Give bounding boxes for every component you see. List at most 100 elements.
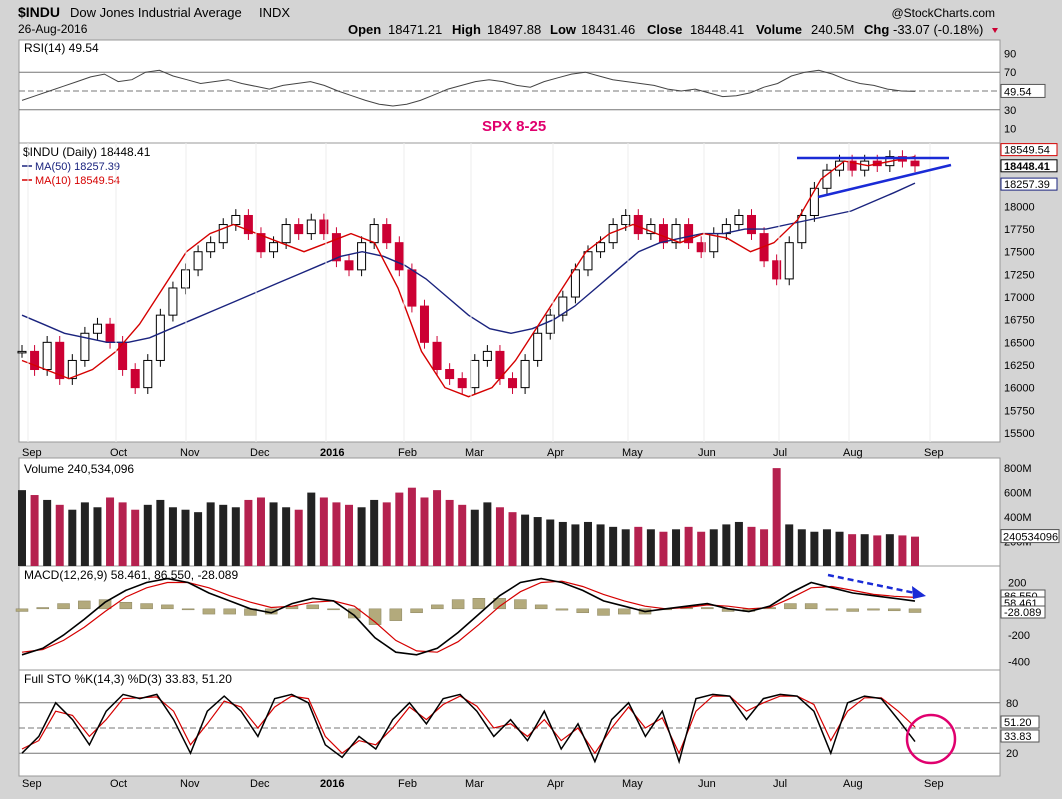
macd-histogram-bar xyxy=(57,603,70,610)
price-candle xyxy=(42,341,52,371)
volume-bar xyxy=(760,529,769,566)
macd-histogram-bar xyxy=(701,607,714,610)
macd-line xyxy=(21,577,916,656)
macd-histogram-bar xyxy=(36,607,50,610)
price-candle xyxy=(482,350,492,361)
volume-bar xyxy=(483,502,492,566)
sto-right-label: 33.83 xyxy=(1004,731,1032,743)
macd-histogram-bar xyxy=(306,604,319,610)
chg-value: -33.07 (-0.18%) xyxy=(893,22,983,37)
volume-bar xyxy=(30,495,39,566)
price-candle xyxy=(155,314,165,361)
volume-bar xyxy=(307,492,316,566)
price-label: $INDU (Daily) 18448.41 xyxy=(23,145,151,159)
sto-month-label: Jun xyxy=(698,778,716,790)
price-month-label: Mar xyxy=(465,447,484,459)
macd-histogram-bar xyxy=(78,600,91,610)
macd-histogram-bar xyxy=(348,608,361,619)
volume-bar xyxy=(420,497,429,566)
sto-month-label: Jul xyxy=(773,778,787,790)
high-label: High xyxy=(452,22,481,37)
volume-bar xyxy=(860,534,869,566)
macd-histogram-bar xyxy=(908,608,922,613)
price-candle xyxy=(570,269,580,298)
price-month-label: Oct xyxy=(110,447,127,459)
macd-histogram-bar xyxy=(618,608,631,615)
sto-month-label: Sep xyxy=(924,778,944,790)
price-candle xyxy=(92,323,102,334)
price-candle xyxy=(17,350,27,354)
macd-histogram-bar xyxy=(555,608,569,611)
volume-bar xyxy=(269,502,278,566)
volume-bar xyxy=(609,526,618,566)
macd-right-label: -28.089 xyxy=(1004,607,1041,619)
macd-histogram-bar xyxy=(867,608,880,611)
price-candle xyxy=(281,224,291,244)
price-candle xyxy=(394,242,404,271)
price-tick-label: 16000 xyxy=(1004,383,1035,395)
price-candle xyxy=(646,224,656,235)
macd-histogram-bar xyxy=(98,599,112,610)
price-candle xyxy=(558,296,568,316)
high-value: 18497.88 xyxy=(487,22,541,37)
volume-bar xyxy=(143,504,152,566)
source-credit: @StockCharts.com xyxy=(891,6,995,20)
macd-histogram-bar xyxy=(472,598,486,610)
ma50-line xyxy=(21,182,916,343)
price-tick-label: 17750 xyxy=(1004,224,1035,236)
rsi-tick-label: 90 xyxy=(1004,48,1016,60)
macd-histogram-bar xyxy=(804,603,818,610)
price-tick-label: 15750 xyxy=(1004,405,1035,417)
volume-bar xyxy=(256,497,265,566)
price-candle xyxy=(457,378,467,389)
price-candle xyxy=(784,242,794,280)
sto-month-label: Feb xyxy=(398,778,417,790)
sto-month-label: Mar xyxy=(465,778,484,790)
macd-histogram-bar xyxy=(181,608,195,611)
price-candle xyxy=(382,224,392,244)
volume-bar xyxy=(282,507,291,566)
price-candle xyxy=(319,219,329,235)
price-candle xyxy=(105,323,115,343)
price-candle xyxy=(633,214,643,235)
price-candle xyxy=(55,341,65,380)
price-tick-label: 16750 xyxy=(1004,315,1035,327)
volume-bar xyxy=(885,534,894,566)
volume-bar xyxy=(898,535,907,566)
volume-label: Volume xyxy=(756,22,802,37)
volume-bar xyxy=(571,524,580,566)
volume-bar xyxy=(621,529,630,566)
price-candle xyxy=(847,160,857,171)
macd-histogram-bar xyxy=(119,601,133,610)
sto-tick-label: 80 xyxy=(1006,698,1018,710)
volume-bar xyxy=(785,524,794,566)
price-candle xyxy=(357,242,367,271)
price-candle xyxy=(470,359,480,389)
volume-bar xyxy=(508,512,517,566)
volume-bar xyxy=(231,507,240,566)
macd-histogram-bar xyxy=(140,603,153,610)
volume-bar xyxy=(722,524,731,566)
volume-bar xyxy=(772,468,781,566)
price-right-label: 18549.54 xyxy=(1004,145,1050,157)
price-candle xyxy=(696,242,706,253)
price-candle xyxy=(407,269,417,307)
volume-bar xyxy=(294,509,303,566)
rsi-label: RSI(14) 49.54 xyxy=(24,41,99,55)
volume-bar xyxy=(370,499,379,566)
price-right-label: 18448.41 xyxy=(1004,161,1050,173)
price-tick-label: 17250 xyxy=(1004,269,1035,281)
volume-bar xyxy=(68,509,77,566)
sto-k-line xyxy=(21,693,916,765)
close-label: Close xyxy=(647,22,682,37)
volume-bar xyxy=(43,499,52,566)
change-down-icon xyxy=(992,28,998,33)
price-candle xyxy=(369,224,379,244)
sto-right-box xyxy=(1000,715,1040,729)
macd-histogram-bar xyxy=(451,599,465,610)
volume-bar xyxy=(407,487,416,566)
price-candle xyxy=(294,224,304,235)
ma10-label: MA(10) 18549.54 xyxy=(35,175,120,187)
price-candle xyxy=(684,224,694,244)
macd-label: MACD(12,26,9) 58.461, 86.550, -28.089 xyxy=(24,568,238,582)
